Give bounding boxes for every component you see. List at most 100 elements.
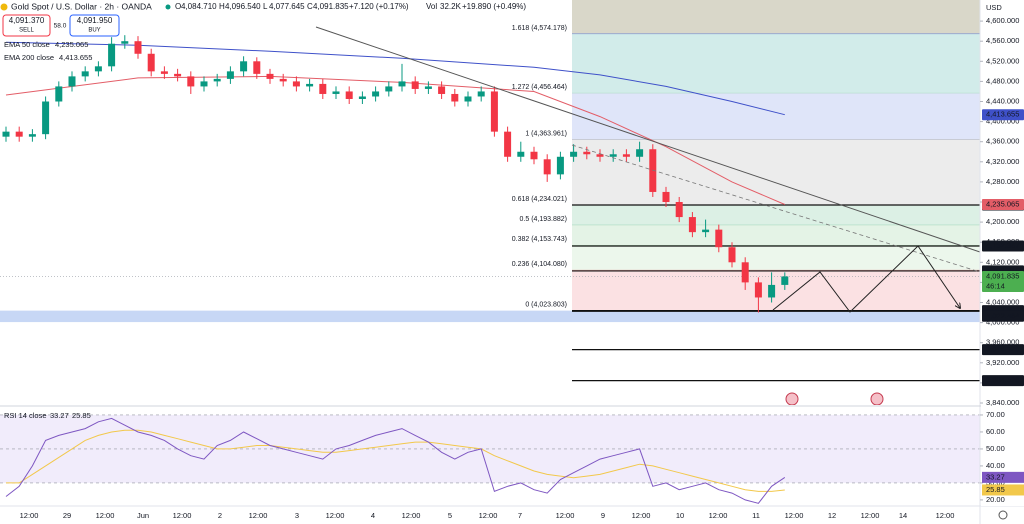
rsi-value: 33.27 bbox=[50, 411, 69, 420]
candle-body bbox=[754, 282, 762, 298]
trend-line bbox=[315, 26, 980, 253]
rsi-band bbox=[0, 414, 980, 483]
time-label: 11 bbox=[752, 511, 760, 520]
candle-body bbox=[187, 76, 195, 87]
candle-body bbox=[174, 73, 182, 77]
buy-label: BUY bbox=[88, 28, 100, 34]
candle-body bbox=[438, 86, 446, 94]
buy-button[interactable] bbox=[69, 14, 120, 37]
symbol-title: Gold Spot / U.S. Dollar · 2h · OANDA bbox=[11, 1, 152, 11]
candle-body bbox=[42, 101, 50, 135]
y-tick-label: 4,440.000 bbox=[986, 96, 1019, 105]
candle-body bbox=[319, 83, 327, 94]
candle-body bbox=[28, 134, 36, 137]
time-label: 12:00 bbox=[479, 511, 498, 520]
fib-label: 0.382 (4,153.743) bbox=[512, 236, 567, 243]
candle-body bbox=[490, 91, 498, 132]
volume-prefix: Vol bbox=[426, 2, 437, 11]
sell-button[interactable] bbox=[2, 14, 51, 37]
time-label: 12:00 bbox=[709, 511, 728, 520]
fib-band bbox=[572, 34, 980, 94]
candle-body bbox=[55, 86, 63, 102]
change: +7.120 (+0.17%) bbox=[349, 2, 409, 11]
event-flag[interactable] bbox=[870, 392, 884, 405]
rsi-line bbox=[5, 417, 786, 504]
countdown: 46:14 bbox=[986, 281, 1005, 290]
ema-legend-name: EMA 200 close bbox=[4, 53, 54, 62]
candle-body bbox=[543, 159, 551, 175]
level-tag bbox=[982, 375, 1024, 387]
price-axis-bg bbox=[981, 0, 1024, 506]
time-label: 12:00 bbox=[556, 511, 575, 520]
candle-body bbox=[372, 91, 380, 97]
volume: 32.2K bbox=[440, 2, 462, 11]
time-label: 12:00 bbox=[632, 511, 651, 520]
candle-body bbox=[358, 96, 366, 99]
candle-body bbox=[609, 154, 617, 157]
time-label: 12:00 bbox=[173, 511, 192, 520]
candle-body bbox=[741, 262, 749, 283]
fib-label: 1.272 (4,456.464) bbox=[512, 84, 567, 91]
ohlc-prefix: O bbox=[175, 2, 181, 11]
candle-body bbox=[108, 43, 116, 67]
time-label: 2 bbox=[218, 511, 222, 520]
fib-label: 1 (4,363.961) bbox=[525, 131, 567, 138]
time-label: 10 bbox=[676, 511, 684, 520]
candle-body bbox=[253, 61, 261, 74]
ohlc-prefix: H bbox=[219, 2, 225, 11]
drawings bbox=[315, 26, 980, 405]
candle-body bbox=[15, 131, 23, 137]
fib-band bbox=[572, 245, 980, 271]
time-label: 12:00 bbox=[326, 511, 345, 520]
time-label: 4 bbox=[371, 511, 375, 520]
rsi-ma-tag-label: 25.85 bbox=[986, 485, 1005, 494]
level-tag-label: 4,102.816 bbox=[986, 266, 1019, 275]
time-label: 14 bbox=[899, 511, 907, 520]
fib-band bbox=[572, 225, 980, 246]
candle-body bbox=[728, 247, 736, 263]
fib-band bbox=[572, 270, 980, 311]
fib-band bbox=[572, 0, 980, 35]
event-flag[interactable] bbox=[785, 392, 799, 405]
candle-body bbox=[675, 201, 683, 218]
ema-legend-value: 4,235.065 bbox=[55, 40, 88, 49]
ema-line bbox=[5, 75, 785, 205]
level-tag-label: 4,023.803 bbox=[986, 306, 1019, 315]
candle-body bbox=[134, 41, 142, 54]
fib-label: 0.618 (4,234.021) bbox=[512, 196, 567, 203]
settings-button[interactable] bbox=[998, 510, 1008, 520]
rsi-tick-label: 70.00 bbox=[986, 410, 1005, 419]
candle-body bbox=[121, 41, 129, 44]
time-label: 9 bbox=[601, 511, 605, 520]
y-tick-label: 4,360.000 bbox=[986, 137, 1019, 146]
candle-body bbox=[688, 217, 696, 233]
level-tag bbox=[982, 240, 1024, 252]
time-label: 3 bbox=[295, 511, 299, 520]
y-tick-label: 4,000.000 bbox=[986, 318, 1019, 327]
candle-body bbox=[332, 91, 340, 94]
support-zone bbox=[0, 310, 980, 323]
time-label: 12 bbox=[828, 511, 836, 520]
candle-body bbox=[81, 71, 89, 77]
time-label: 12:00 bbox=[861, 511, 880, 520]
candle-body bbox=[68, 76, 76, 87]
fib-label: 0 (4,023.803) bbox=[525, 301, 567, 308]
candle-body bbox=[702, 229, 710, 233]
candle-body bbox=[781, 276, 789, 285]
series-layer bbox=[2, 35, 789, 313]
ohlc-value: 4,096.540 bbox=[225, 2, 261, 11]
candle-body bbox=[768, 284, 776, 298]
fib-band bbox=[572, 139, 980, 206]
candle-body bbox=[411, 81, 419, 89]
price-tag-label: 4,235.065 bbox=[986, 199, 1019, 208]
candle-body bbox=[292, 81, 300, 87]
time-label: 29 bbox=[63, 511, 71, 520]
ohlc-prefix: L bbox=[263, 2, 268, 11]
y-tick-label: 3,840.000 bbox=[986, 398, 1019, 407]
candle-body bbox=[160, 71, 168, 74]
y-tick-label: 4,040.000 bbox=[986, 297, 1019, 306]
ohlc-value: 4,091.835 bbox=[313, 2, 349, 11]
rsi-tick-label: 40.00 bbox=[986, 461, 1005, 470]
rsi-tag-label: 33.27 bbox=[986, 472, 1005, 481]
